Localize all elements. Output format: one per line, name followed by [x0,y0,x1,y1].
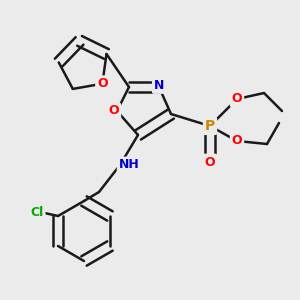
Text: Cl: Cl [30,206,44,220]
Text: NH: NH [118,158,140,172]
Text: O: O [232,134,242,148]
Text: O: O [109,104,119,118]
Text: O: O [97,77,108,90]
Text: O: O [205,155,215,169]
Text: O: O [232,92,242,106]
Text: P: P [205,119,215,133]
Text: N: N [154,79,164,92]
